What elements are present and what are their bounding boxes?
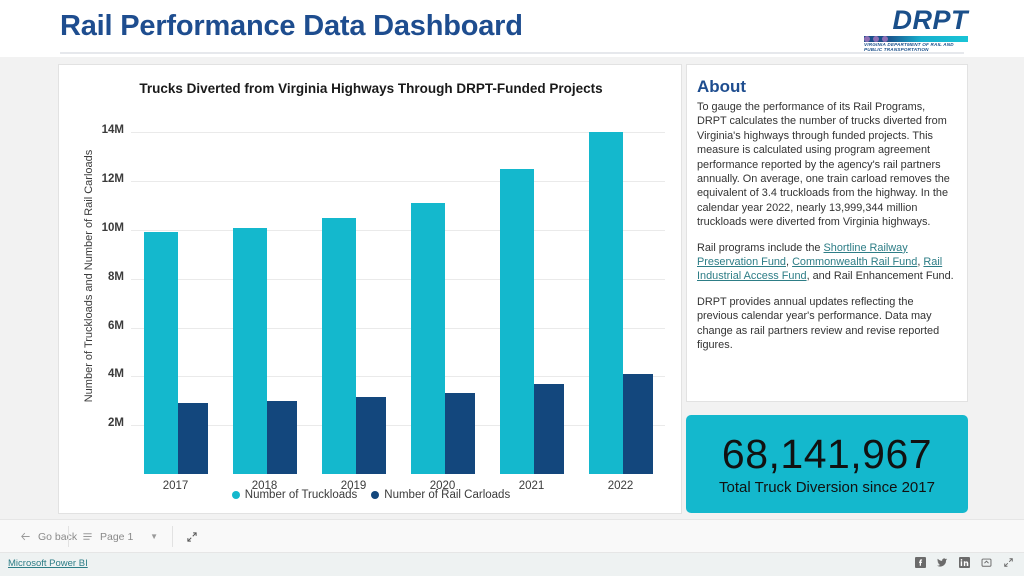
bar-truckloads[interactable] (588, 132, 623, 474)
legend-swatch (231, 491, 240, 499)
chart-bar-group[interactable] (499, 108, 564, 474)
bar-chart-visual[interactable]: Trucks Diverted from Virginia Highways T… (58, 64, 682, 514)
about-paragraph-3: DRPT provides annual updates reflecting … (697, 295, 940, 352)
chart-bar-group[interactable] (410, 108, 475, 474)
arrow-left-icon (21, 532, 30, 541)
bar-rail-carloads[interactable] (266, 400, 297, 474)
link-rail-industrial-access-fund[interactable]: Rail Industrial Access Fund (697, 256, 943, 283)
chart-gridline (131, 376, 665, 378)
bar-rail-carloads[interactable] (177, 403, 208, 474)
kpi-card-total-truck-diversion[interactable]: 68,141,967 Total Truck Diversion since 2… (686, 415, 968, 513)
about-text-visual: About To gauge the performance of its Ra… (686, 64, 968, 402)
share-icon[interactable] (981, 557, 992, 568)
x-axis-tick-label: 2022 (607, 480, 634, 492)
chart-gridline (131, 425, 665, 427)
go-back-button[interactable]: Go back (8, 520, 108, 553)
legend-item[interactable]: Number of Rail Carloads (371, 489, 510, 501)
chart-gridline (131, 181, 665, 183)
bar-rail-carloads[interactable] (622, 373, 653, 474)
chart-bar-group[interactable] (588, 108, 653, 474)
bar-rail-carloads[interactable] (444, 393, 475, 474)
about-p2-prefix: Rail programs include the (697, 241, 824, 254)
bar-rail-carloads[interactable] (355, 397, 386, 474)
pages-list-icon (83, 533, 92, 540)
legend-label: Number of Rail Carloads (384, 489, 511, 501)
y-axis-tick-label: 14M (101, 124, 124, 137)
drpt-logo-wordmark: DRPT (892, 5, 968, 35)
chart-gridline (131, 278, 665, 280)
social-share-bar (915, 557, 1014, 568)
y-axis-tick-label: 12M (101, 173, 124, 186)
about-paragraph-2: Rail programs include the Shortline Rail… (697, 241, 955, 284)
bar-truckloads[interactable] (499, 169, 534, 474)
x-axis-tick-label: 2017 (162, 480, 189, 492)
about-sep-2: , (917, 256, 924, 269)
about-sep-1: , (786, 256, 793, 269)
chart-bar-group[interactable] (321, 108, 386, 474)
fit-to-screen-button[interactable] (174, 520, 218, 553)
kpi-label: Total Truck Diversion since 2017 (719, 479, 935, 496)
expand-arrows-icon (187, 531, 197, 542)
chart-gridline (131, 230, 665, 231)
drpt-logo-subtitle: VIRGINIA DEPARTMENT OF RAIL AND PUBLIC T… (864, 42, 954, 53)
chart-gridline (131, 327, 665, 329)
chart-bar-group[interactable] (143, 108, 208, 474)
y-axis-tick-label: 10M (101, 222, 124, 234)
linkedin-icon[interactable] (959, 557, 970, 568)
twitter-icon[interactable] (937, 557, 948, 568)
chart-bar-group[interactable] (232, 108, 297, 474)
fullscreen-icon[interactable] (1003, 557, 1014, 568)
facebook-icon[interactable] (915, 557, 926, 568)
microsoft-power-bi-link[interactable]: Microsoft Power BI (8, 558, 88, 569)
kpi-value: 68,141,967 (721, 431, 933, 477)
x-axis-tick-label: 2019 (340, 480, 367, 492)
legend-label: Number of Truckloads (244, 489, 358, 501)
legend-swatch (371, 491, 380, 499)
drpt-logo-gradient-bar (864, 36, 968, 42)
action-bar-divider-1 (68, 526, 69, 547)
y-axis-tick-label: 8M (108, 270, 124, 283)
legend-item[interactable]: Number of Truckloads (231, 489, 358, 501)
chevron-down-icon: ▼ (150, 532, 158, 541)
drpt-logo: DRPT VIRGINIA DEPARTMENT OF RAIL AND PUB… (856, 6, 968, 52)
x-axis-tick-label: 2018 (251, 480, 278, 492)
chart-plot-area: 2M 4M 6M 8M 10M 12M 14M 2017 2018 2019 2020 2021 202… (102, 108, 665, 492)
chart-gridline (131, 132, 665, 134)
x-axis-tick-label: 2020 (429, 480, 456, 492)
bar-truckloads[interactable] (143, 232, 178, 474)
chart-legend[interactable]: Number of Truckloads Number of Rail Carlo… (59, 489, 683, 501)
page-selector[interactable]: Page 1 ▼ (70, 520, 170, 553)
y-axis-tick-label: 2M (108, 417, 124, 430)
page-title: Rail Performance Data Dashboard (60, 10, 523, 42)
header-divider (60, 52, 964, 54)
link-commonwealth-rail-fund[interactable]: Commonwealth Rail Fund (792, 256, 918, 269)
chart-title: Trucks Diverted from Virginia Highways T… (139, 81, 603, 96)
y-axis-tick-label: 6M (108, 319, 124, 332)
bar-truckloads[interactable] (410, 203, 445, 474)
about-p2-suffix: , and Rail Enhancement Fund. (806, 270, 954, 283)
action-bar-divider-2 (172, 526, 173, 547)
bar-truckloads[interactable] (321, 217, 356, 474)
go-back-label: Go back (38, 530, 78, 543)
y-axis-tick-label: 4M (108, 368, 124, 381)
report-footer: Microsoft Power BI (0, 553, 1024, 576)
x-axis-tick-label: 2021 (518, 480, 545, 492)
about-paragraph-1: To gauge the performance of its Rail Pro… (697, 101, 950, 229)
about-heading: About (697, 77, 747, 96)
page-selector-label: Page 1 (100, 530, 134, 543)
drpt-logo-dots-icon (864, 35, 898, 42)
bar-truckloads[interactable] (232, 227, 267, 474)
page-header: Rail Performance Data Dashboard DRPT VIR… (0, 0, 1024, 57)
report-action-bar: Go back Page 1 ▼ ● ● 135% (0, 519, 1024, 553)
report-canvas: Trucks Diverted from Virginia Highways T… (0, 57, 1024, 519)
bar-rail-carloads[interactable] (533, 383, 564, 474)
link-shortline-railway-preservation-fund[interactable]: Shortline Railway Preservation Fund (697, 241, 908, 269)
